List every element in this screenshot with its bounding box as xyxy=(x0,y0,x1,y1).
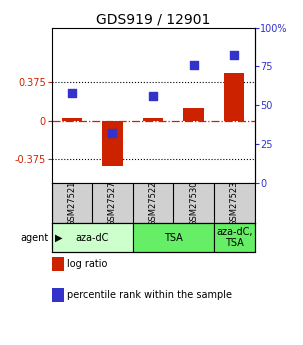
Text: GSM27530: GSM27530 xyxy=(189,180,198,226)
Text: log ratio: log ratio xyxy=(67,259,107,269)
Point xyxy=(151,93,155,99)
Text: aza-dC: aza-dC xyxy=(75,233,109,243)
Text: TSA: TSA xyxy=(164,233,183,243)
Point xyxy=(232,53,237,58)
Text: agent: agent xyxy=(20,233,48,243)
Point xyxy=(191,62,196,68)
Bar xyxy=(102,120,123,166)
Bar xyxy=(52,223,133,252)
Bar xyxy=(143,118,163,120)
Bar xyxy=(184,108,204,120)
Point xyxy=(69,90,74,96)
Text: aza-dC,
TSA: aza-dC, TSA xyxy=(216,227,252,248)
Text: GSM27522: GSM27522 xyxy=(148,180,158,226)
Point xyxy=(110,130,115,136)
Text: GSM27521: GSM27521 xyxy=(67,180,76,226)
Text: GSM27523: GSM27523 xyxy=(230,180,239,226)
Bar xyxy=(214,223,255,252)
Text: percentile rank within the sample: percentile rank within the sample xyxy=(67,290,232,300)
Bar xyxy=(224,73,245,120)
Title: GDS919 / 12901: GDS919 / 12901 xyxy=(96,12,210,27)
Bar xyxy=(133,223,214,252)
Text: GSM27527: GSM27527 xyxy=(108,180,117,226)
Text: ▶: ▶ xyxy=(55,233,62,243)
Bar xyxy=(62,118,82,120)
